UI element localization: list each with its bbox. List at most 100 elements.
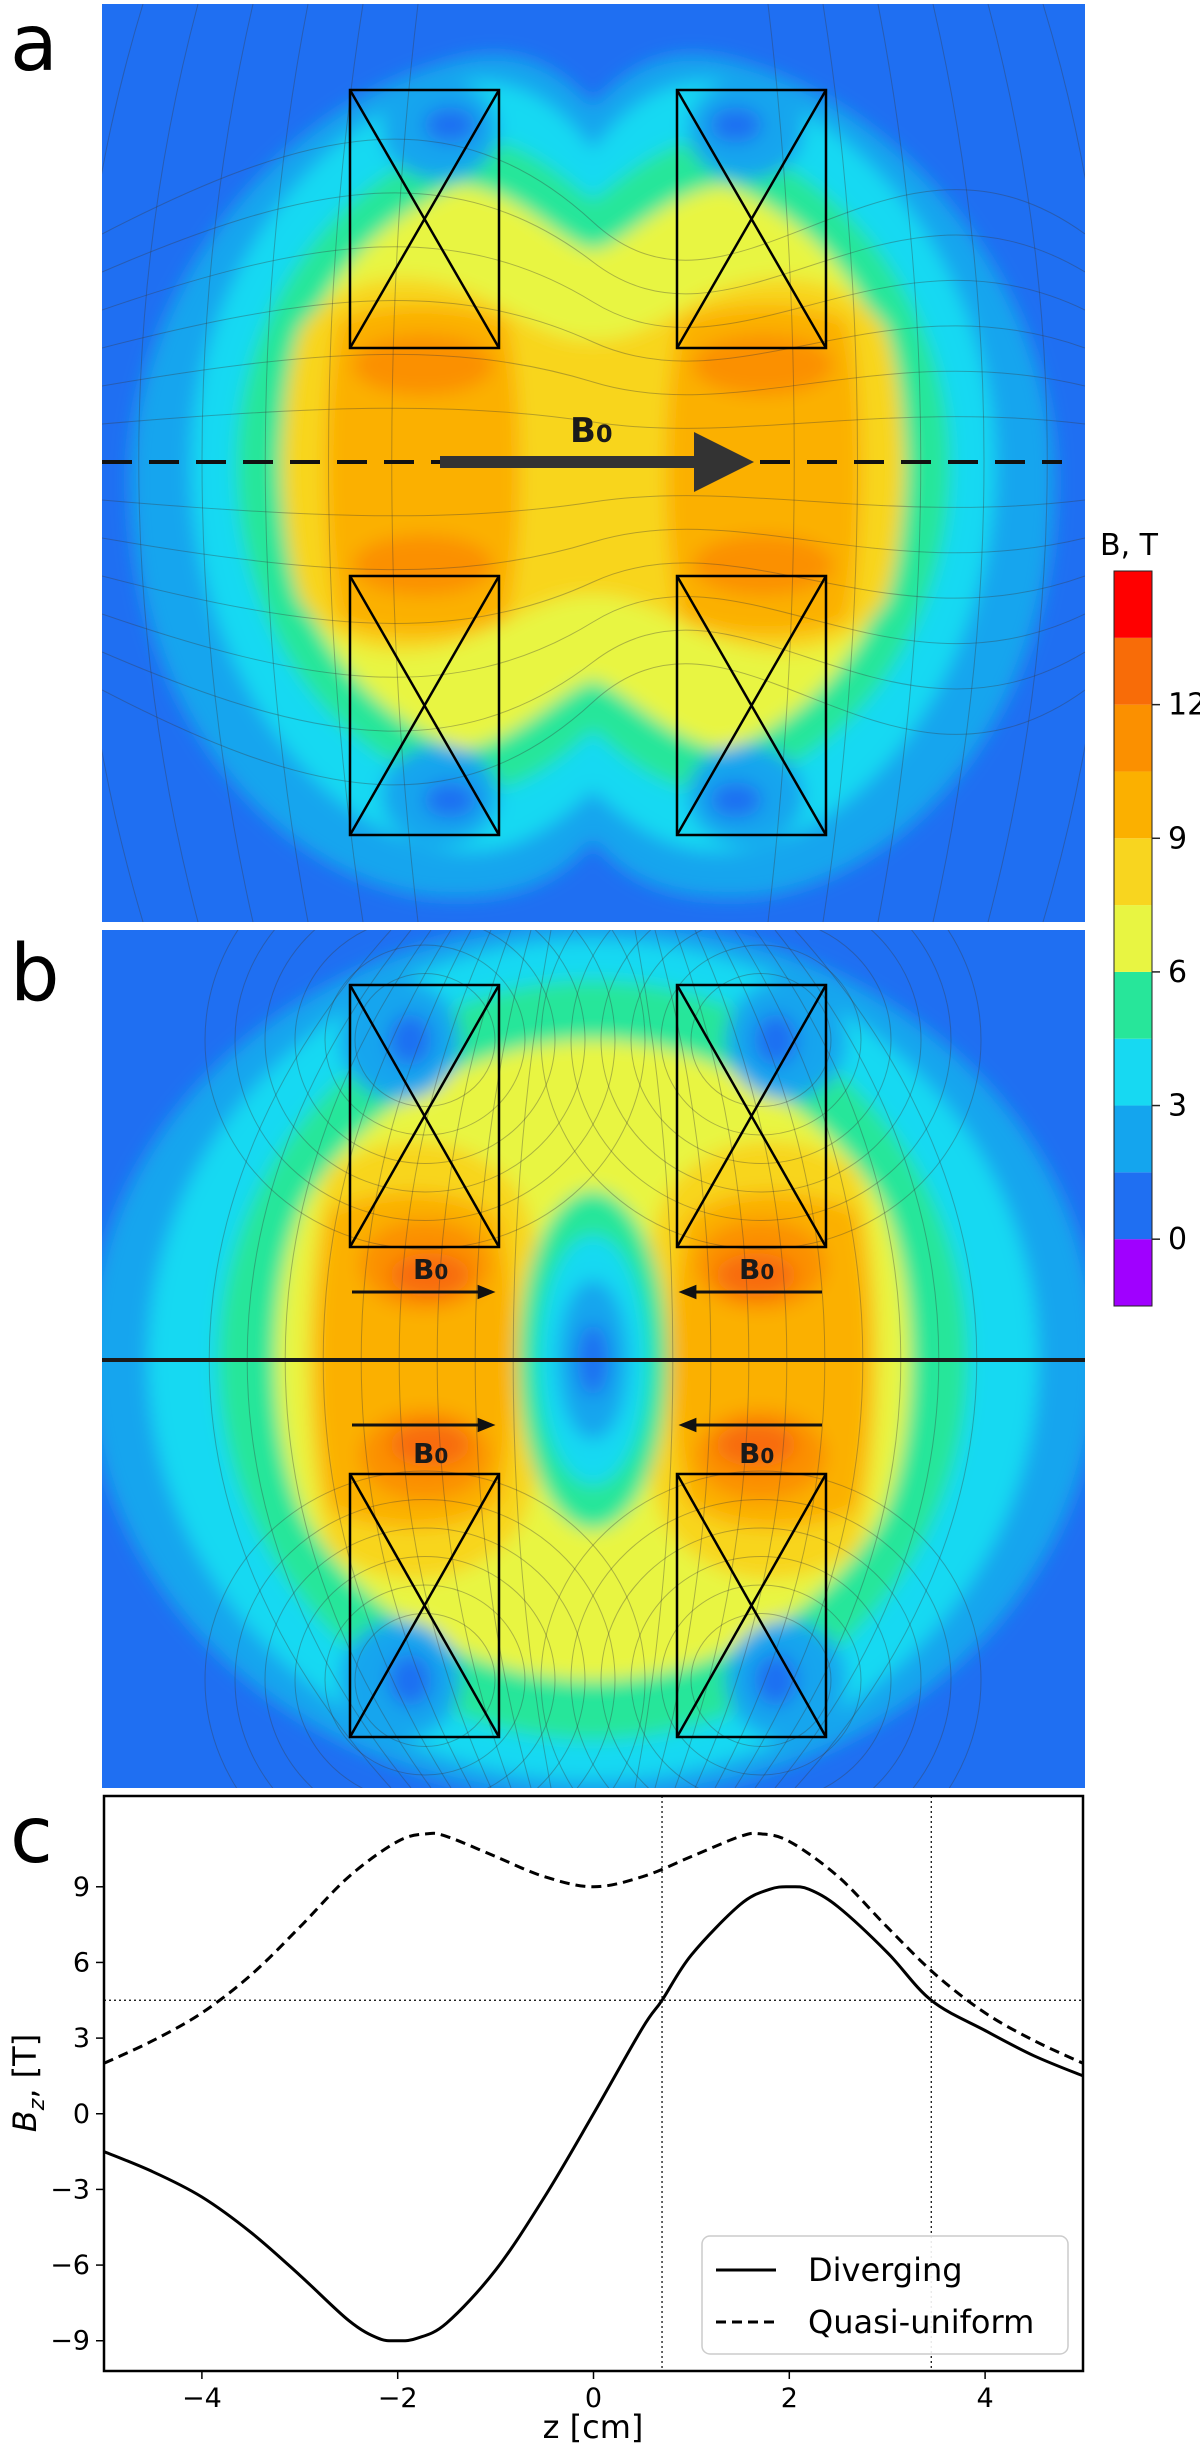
panel-label-c: c bbox=[10, 1791, 53, 1881]
level-13-left-bottom bbox=[390, 1423, 470, 1467]
field-line bbox=[660, 1584, 862, 1776]
field-line bbox=[294, 930, 556, 1164]
level-12-left-bottom bbox=[353, 535, 493, 595]
x-tick-label: −4 bbox=[182, 2383, 222, 2414]
series-line-diverging bbox=[104, 1885, 1083, 2343]
field-line bbox=[294, 1556, 556, 1788]
colorbar-frame bbox=[1113, 570, 1153, 1307]
panel-b-coils bbox=[348, 983, 828, 1739]
colorbar-cell bbox=[1114, 971, 1152, 1039]
field-line bbox=[102, 562, 1085, 624]
field-line bbox=[234, 1499, 616, 1788]
coil-b-top-right bbox=[675, 983, 828, 1249]
x-axis: −4 −2 0 2 4 bbox=[182, 2371, 994, 2414]
field-line bbox=[767, 4, 795, 922]
y-tick-label: −6 bbox=[50, 2250, 90, 2281]
level-12-left-top bbox=[353, 335, 493, 395]
field-line bbox=[540, 930, 982, 1250]
level-13-right-top bbox=[716, 1253, 796, 1297]
colorbar-cell bbox=[1114, 1038, 1152, 1106]
field-line bbox=[690, 1613, 832, 1747]
field-line bbox=[102, 528, 1085, 571]
y-tick-label: 9 bbox=[73, 1872, 90, 1903]
x-axis-label: z [cm] bbox=[543, 2408, 644, 2444]
panel-a-field-map: B0 bbox=[0, 4, 1200, 922]
series-group bbox=[104, 1831, 1083, 2343]
field-line bbox=[102, 629, 1085, 732]
field-line bbox=[0, 4, 33, 922]
reference-lines bbox=[104, 1796, 1083, 2371]
coil-core-4 bbox=[754, 1654, 798, 1706]
field-line bbox=[570, 1499, 952, 1788]
legend-label-quasi-uniform: Quasi-uniform bbox=[808, 2303, 1034, 2341]
coil-core-4 bbox=[710, 782, 762, 818]
field-line bbox=[102, 246, 1085, 328]
field-line bbox=[1042, 4, 1085, 922]
field-line bbox=[138, 4, 199, 922]
panel-a-contours bbox=[130, 54, 1055, 899]
colorbar-tick-label: 3 bbox=[1168, 1089, 1187, 1124]
field-line bbox=[630, 1556, 892, 1788]
x-tick-label: 2 bbox=[781, 2383, 798, 2414]
colorbar-cell bbox=[1114, 704, 1152, 772]
y-tick-label: 3 bbox=[73, 2023, 90, 2054]
field-line bbox=[102, 407, 1085, 429]
colorbar-tick-label: 9 bbox=[1168, 821, 1187, 856]
coil-core-1 bbox=[388, 1014, 432, 1066]
y-axis: −9 −6 −3 0 3 6 9 bbox=[50, 1872, 104, 2357]
level-13-left-top bbox=[390, 1253, 470, 1297]
b0-label-top-right: B0 bbox=[739, 1253, 774, 1286]
colorbar-cell bbox=[1114, 571, 1152, 638]
coil-b-top-left bbox=[348, 983, 501, 1249]
field-line bbox=[600, 1527, 922, 1788]
b0-label-top-left: B0 bbox=[413, 1253, 448, 1286]
field-line bbox=[354, 1613, 496, 1747]
level-12-right-top bbox=[693, 335, 833, 395]
field-line bbox=[328, 4, 364, 922]
field-line bbox=[354, 973, 496, 1107]
field-line bbox=[1153, 4, 1200, 922]
field-line bbox=[540, 1470, 982, 1788]
field-line bbox=[102, 138, 1085, 261]
field-line bbox=[102, 4, 144, 922]
y-tick-label: 0 bbox=[73, 2099, 90, 2130]
field-line bbox=[102, 300, 1085, 362]
legend-box bbox=[701, 2235, 1069, 2355]
colorbar-cell bbox=[1114, 838, 1152, 906]
y-tick-label: −3 bbox=[50, 2174, 90, 2205]
field-line bbox=[204, 930, 646, 1250]
field-line bbox=[264, 1527, 586, 1788]
colorbar-cell bbox=[1114, 771, 1152, 839]
colorbar-cell bbox=[1114, 1172, 1152, 1240]
coil-b-bottom-right bbox=[675, 1472, 828, 1739]
field-line bbox=[102, 596, 1085, 678]
field-line bbox=[234, 930, 616, 1221]
b0-label-bottom-right: B0 bbox=[739, 1437, 774, 1470]
coil-core-1 bbox=[424, 107, 476, 143]
coil-a-top-left bbox=[348, 88, 501, 350]
y-tick-label: −9 bbox=[50, 2326, 90, 2357]
x-tick-label: 4 bbox=[977, 2383, 994, 2414]
field-line bbox=[12, 4, 88, 922]
y-axis-label: Bz, [T] bbox=[6, 2034, 50, 2132]
y-tick-label: 6 bbox=[73, 1947, 90, 1978]
colorbar-cells bbox=[1114, 571, 1152, 1306]
series-line-quasi-uniform bbox=[104, 1831, 1083, 2065]
panel-b-b0-arrows bbox=[352, 1284, 822, 1433]
colorbar-ticks: 0 3 6 9 12 bbox=[1152, 688, 1200, 1257]
panel-label-a: a bbox=[10, 0, 58, 89]
colorbar-tick-label: 6 bbox=[1168, 955, 1187, 990]
level-13-right-bottom bbox=[716, 1423, 796, 1467]
field-line bbox=[102, 192, 1085, 295]
field-line bbox=[102, 353, 1085, 396]
legend-label-diverging: Diverging bbox=[808, 2251, 963, 2289]
panel-label-b: b bbox=[10, 929, 60, 1019]
field-line bbox=[600, 930, 922, 1193]
panel-c-line-chart: −4 −2 0 2 4 −9 −6 −3 0 3 6 9 z [cm] Bz, [T] Diverg… bbox=[6, 1794, 1085, 2444]
colorbar-title: B, T bbox=[1100, 528, 1159, 563]
field-line bbox=[324, 944, 526, 1136]
field-line bbox=[102, 495, 1085, 517]
field-line bbox=[324, 1584, 526, 1776]
field-line bbox=[102, 663, 1085, 786]
